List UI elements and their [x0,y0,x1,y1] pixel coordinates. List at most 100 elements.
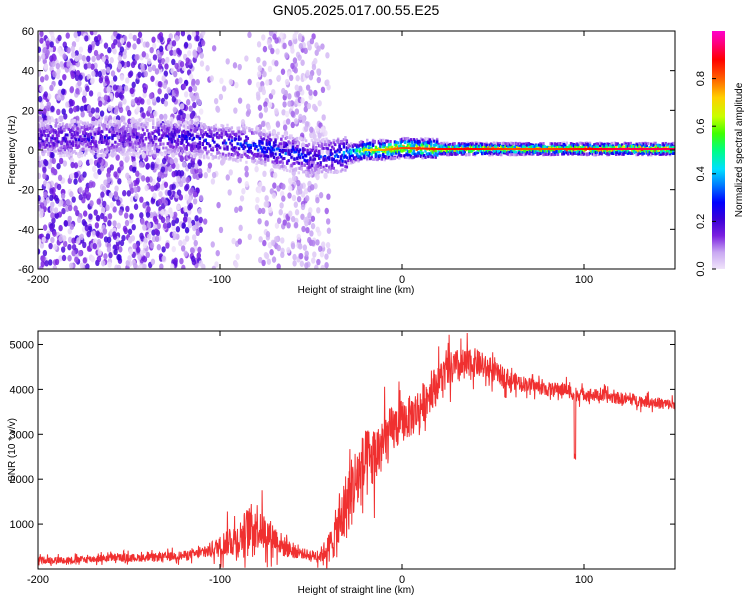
heatmap-cell [106,236,112,244]
heatmap-cell [135,106,141,113]
heatmap-cell [107,219,112,227]
heatmap-cell [74,256,79,263]
heatmap-cell [165,242,170,249]
heatmap-cell [53,243,58,251]
heatmap-cell [260,120,266,128]
heatmap-cell [178,180,184,188]
heatmap-cell [134,125,137,129]
heatmap-cell [82,192,88,199]
heatmap-cell [95,107,100,114]
heatmap-cell [149,211,154,219]
heatmap-cell [325,79,330,86]
heatmap-cell [160,166,166,173]
heatmap-cell [86,104,92,112]
heatmap-cell [134,119,137,123]
heatmap-cell [286,222,291,229]
heatmap-cell [131,223,136,231]
heatmap-cell [313,157,317,161]
heatmap-cell [188,73,194,80]
heatmap-cell [234,261,239,269]
heatmap-cell [179,60,185,68]
heatmap-cell [179,121,183,125]
heatmap-cell [316,171,319,175]
heatmap-cell [296,195,302,203]
heatmap-cell [45,143,49,147]
heatmap-cell [183,250,188,257]
heatmap-cell [82,241,87,249]
heatmap-cell [230,139,234,143]
heatmap-cell [281,195,286,202]
heatmap-cell [284,78,290,86]
heatmap-cell [610,141,614,145]
heatmap-cell [106,125,110,129]
heatmap-cell [300,161,303,165]
heatmap-cell [56,108,61,116]
heatmap-cell [118,123,121,127]
heatmap-cell [152,42,157,50]
heatmap-cell [153,151,156,155]
heatmap-cell [87,138,91,142]
heatmap-cell [99,110,105,117]
heatmap-cell [254,165,259,173]
heatmap-cell [157,198,163,206]
heatmap-cell [287,93,292,100]
heatmap-cell [62,235,67,242]
heatmap-cell [258,112,264,119]
heatmap-cell [210,126,213,130]
heatmap-cell [62,73,67,81]
heatmap-cell [192,85,198,92]
heatmap-cell [296,179,301,187]
heatmap-cell [259,154,263,158]
heatmap-cell [138,161,144,168]
heatmap-cell [54,212,60,219]
heatmap-cell [82,96,87,104]
heatmap-cell [112,48,117,55]
heatmap-cell [99,212,105,220]
heatmap-cell [310,168,314,172]
heatmap-cell [293,222,299,229]
heatmap-cell [103,120,107,124]
heatmap-cell [290,215,296,223]
heatmap-cell [258,129,261,133]
heatmap-cell [181,161,187,168]
heatmap-cell [105,139,108,143]
heatmap-cell [320,86,326,94]
heatmap-cell [162,142,165,146]
heatmap-cell [257,104,263,111]
heatmap-cell [58,235,63,242]
heatmap-cell [181,83,187,90]
heatmap-cell [368,141,372,145]
heatmap-cell [156,118,159,122]
heatmap-cell [268,206,273,214]
heatmap-cell [60,94,65,101]
heatmap-cell [114,105,119,113]
heatmap-cell [45,49,50,57]
heatmap-cell [294,108,300,115]
heatmap-cell [276,74,282,82]
heatmap-cell [158,63,163,70]
heatmap-cell [374,154,378,158]
heatmap-cell [277,156,280,160]
heatmap-cell [38,55,42,62]
heatmap-cell [84,186,90,193]
heatmap-cell [251,128,254,132]
heatmap-cell [316,207,321,214]
heatmap-cell [181,264,186,269]
heatmap-cell [382,138,385,142]
heatmap-cell [247,233,252,241]
heatmap-cell [95,127,98,131]
heatmap-cell [281,161,285,165]
heatmap-cell [80,111,85,118]
heatmap-cell [109,201,115,209]
heatmap-cell [167,189,172,197]
heatmap-cell [176,148,180,152]
heatmap-cell [184,235,190,242]
heatmap-cell [56,162,61,170]
heatmap-cell [280,142,283,146]
heatmap-cell [216,201,221,209]
heatmap-cell [54,258,60,266]
heatmap-cell [255,81,261,88]
heatmap-cell [342,145,346,149]
heatmap-cell [132,243,137,250]
heatmap-cell [100,191,105,198]
